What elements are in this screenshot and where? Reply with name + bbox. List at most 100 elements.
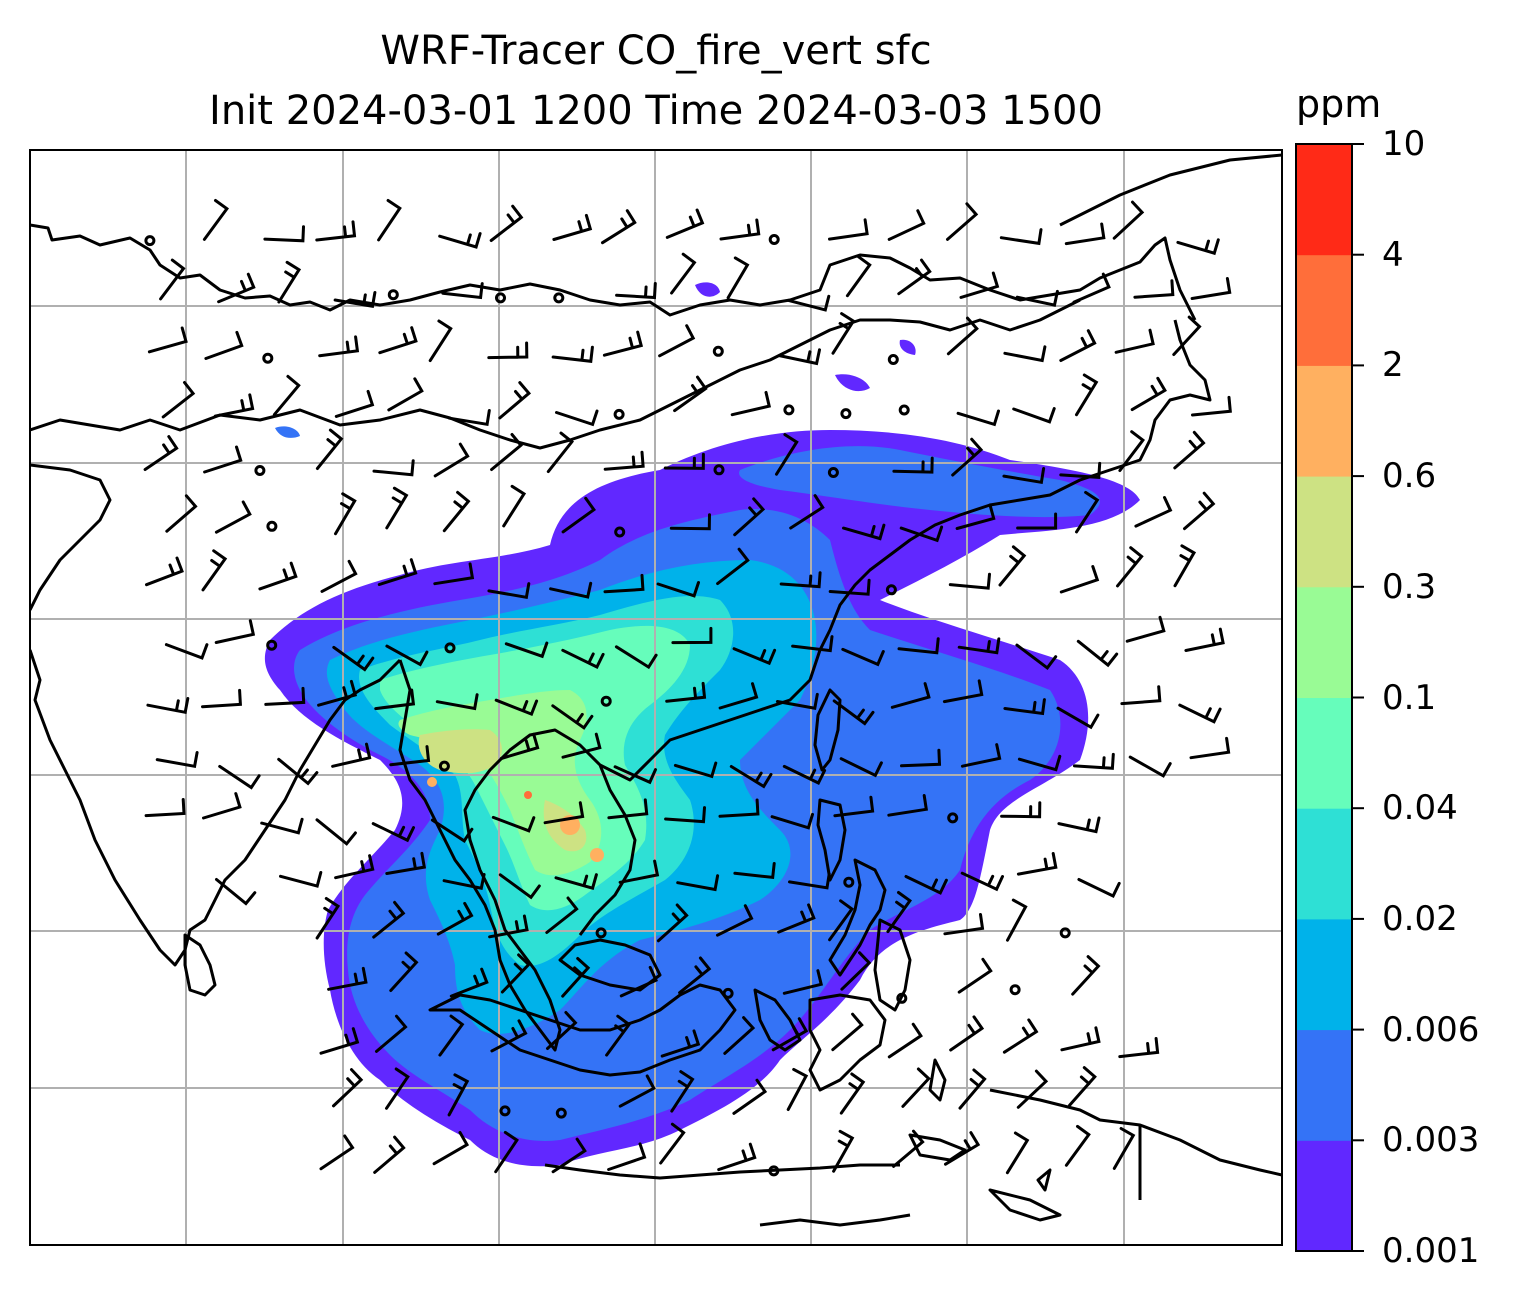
wind-calm-circle	[553, 292, 565, 304]
wind-barb	[494, 1130, 519, 1174]
wind-barb	[841, 647, 885, 667]
wind-barb	[669, 513, 711, 531]
wind-barb	[1064, 1124, 1091, 1167]
wind-barb	[842, 523, 886, 541]
wind-calm-circle	[438, 760, 450, 772]
wind-barb	[949, 1015, 985, 1052]
wind-barb	[428, 319, 453, 363]
wind-barb	[786, 1067, 809, 1111]
wind-barb	[1006, 898, 1028, 942]
wind-barb	[554, 873, 598, 891]
wind-barb	[433, 442, 470, 478]
wind-barb	[602, 330, 644, 357]
colorbar-label: 0.6	[1382, 456, 1437, 497]
wind-calm-circle	[713, 464, 725, 476]
wind-barb	[1120, 685, 1162, 706]
wind-barb	[1072, 272, 1111, 304]
wind-barb	[264, 686, 306, 706]
wind-barb	[1112, 1127, 1136, 1170]
wind-barb	[1076, 639, 1119, 668]
wind-barb	[732, 647, 777, 666]
wind-barb	[1016, 852, 1058, 876]
wind-barb	[315, 428, 344, 470]
wind-calm-circle	[555, 1107, 567, 1119]
field-patch-north-3	[899, 339, 916, 355]
map-title-line2: Init 2024-03-01 1200 Time 2024-03-03 150…	[209, 88, 1103, 134]
colorbar-label: 0.006	[1382, 1009, 1480, 1050]
wind-calm-circle	[827, 467, 839, 478]
wind-barb	[782, 764, 827, 786]
wind-barb	[955, 503, 996, 530]
wind-barb	[543, 801, 585, 825]
wind-barb	[165, 494, 198, 533]
wind-barb	[430, 818, 474, 843]
wind-barb	[377, 199, 402, 242]
wind-barb	[561, 957, 591, 998]
wind-barb	[1015, 643, 1058, 670]
wind-barb	[828, 899, 854, 942]
wind-barb	[614, 645, 658, 670]
wind-barb	[678, 956, 712, 995]
wind-calm-circle	[595, 927, 607, 939]
wind-barb	[1125, 615, 1166, 643]
wind-barb	[202, 792, 242, 820]
wind-barb	[494, 698, 539, 717]
wind-barb	[561, 496, 596, 534]
colorbar-label: 0.1	[1382, 677, 1437, 718]
wind-barb	[716, 904, 754, 937]
wind-barb	[832, 1129, 855, 1173]
wind-barb	[665, 681, 707, 703]
wind-barb	[159, 258, 186, 301]
wind-barb	[555, 409, 599, 427]
wind-barb	[670, 252, 697, 295]
wind-barb	[660, 1029, 701, 1058]
wind-barb	[447, 1073, 470, 1117]
wind-barb	[1176, 238, 1220, 256]
wind-barb	[719, 218, 761, 241]
wind-barb	[218, 764, 261, 790]
wind-calm-circles	[144, 234, 1071, 1177]
wind-barb	[315, 220, 357, 242]
map-frame	[29, 149, 1283, 1246]
wind-barb	[279, 871, 323, 888]
wind-barb	[1183, 491, 1216, 531]
wind-calm-circle	[712, 345, 724, 357]
wind-barb	[258, 561, 298, 591]
wind-barb	[432, 1131, 470, 1166]
wind-barb	[1057, 816, 1101, 834]
wind-barb	[320, 559, 358, 593]
wind-barb	[782, 969, 824, 995]
wind-barb	[433, 562, 475, 586]
wind-barb	[502, 484, 527, 528]
wind-barb	[1059, 461, 1102, 479]
colorbar-segment	[1296, 254, 1352, 366]
wind-barbs	[143, 199, 1232, 1175]
wind-barb	[1191, 395, 1232, 417]
wind-barb	[1059, 329, 1097, 362]
wind-barb	[942, 679, 984, 704]
wind-barb	[201, 549, 228, 592]
wind-barb	[892, 456, 934, 474]
map-title-line1: WRF-Tracer CO_fire_vert sfc	[380, 28, 932, 74]
wind-barb	[546, 1011, 578, 1050]
wind-barb	[1005, 1131, 1030, 1175]
wind-barb	[775, 433, 799, 476]
wind-barb	[789, 494, 825, 530]
wind-barb	[887, 209, 926, 241]
wind-barb	[1060, 1026, 1101, 1052]
wind-barb	[144, 798, 186, 818]
wind-barb	[1003, 345, 1047, 363]
wind-barb	[442, 490, 471, 533]
colorbar-unit: ppm	[1296, 82, 1382, 126]
wind-barb	[378, 326, 418, 355]
wind-barb	[332, 645, 375, 672]
wind-barb	[1056, 706, 1100, 730]
wind-barb	[1116, 546, 1144, 588]
wind-barb	[214, 500, 252, 534]
wind-barb	[498, 381, 532, 420]
wind-barb	[771, 1017, 809, 1052]
wind-barb	[615, 282, 657, 300]
wind-barb	[435, 693, 479, 711]
field-level-9	[524, 791, 532, 799]
